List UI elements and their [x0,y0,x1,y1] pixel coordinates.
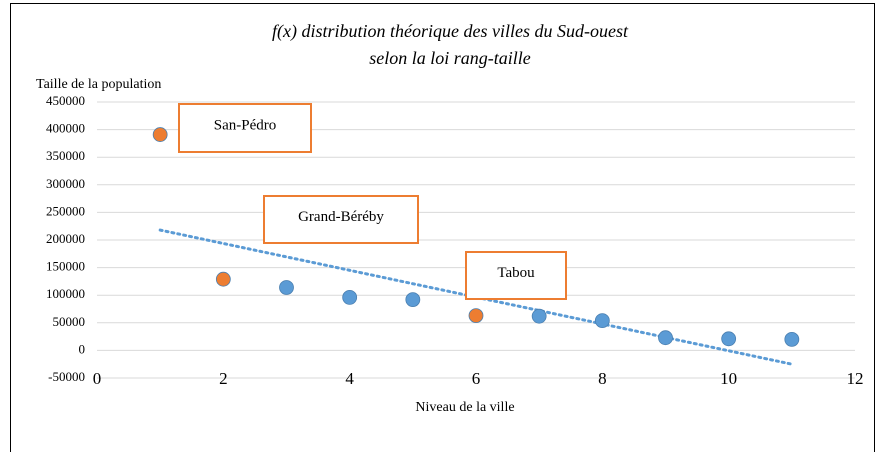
chart-frame [10,3,875,452]
annotation: Tabou [497,265,535,281]
x-tick-label: 2 [219,369,228,388]
chart-title: selon la loi rang-taille [369,48,531,68]
data-point [152,127,168,142]
annotation-box [465,251,567,300]
x-axis-label: Niveau de la ville [415,400,514,415]
data-point [215,271,231,287]
x-tick-label: 8 [598,369,607,388]
data-point [279,280,294,295]
annotation: San-Pédro [214,117,277,133]
y-tick-label: 400000 [46,121,85,136]
y-tick-label: -50000 [48,369,85,384]
annotation: Grand-Béréby [298,209,384,225]
data-point [342,290,358,305]
chart-title: f(x) distribution théorique des villes d… [272,21,629,42]
data-point [784,331,800,347]
y-tick-label: 100000 [46,286,85,301]
data-point [658,330,673,346]
data-point [594,313,610,328]
y-tick-label: 450000 [46,93,85,108]
y-tick-label: 350000 [46,148,85,163]
y-axis-label: Taille de la population [36,77,161,92]
annotation-box [263,195,419,244]
annotation-box [178,103,312,153]
x-tick-label: 0 [93,369,102,388]
data-point [468,308,484,324]
y-tick-label: 250000 [46,203,85,218]
y-tick-label: 150000 [46,259,85,274]
data-point [531,308,547,324]
y-tick-label: 200000 [46,231,85,246]
data-point [721,331,737,347]
y-tick-label: 300000 [46,176,85,191]
y-tick-label: 50000 [53,314,86,329]
x-tick-label: 6 [472,369,481,388]
x-tick-label: 4 [345,369,354,388]
x-tick-label: 12 [847,369,864,388]
y-tick-label: 0 [79,341,86,356]
x-tick-label: 10 [720,369,737,388]
data-point [405,292,421,308]
